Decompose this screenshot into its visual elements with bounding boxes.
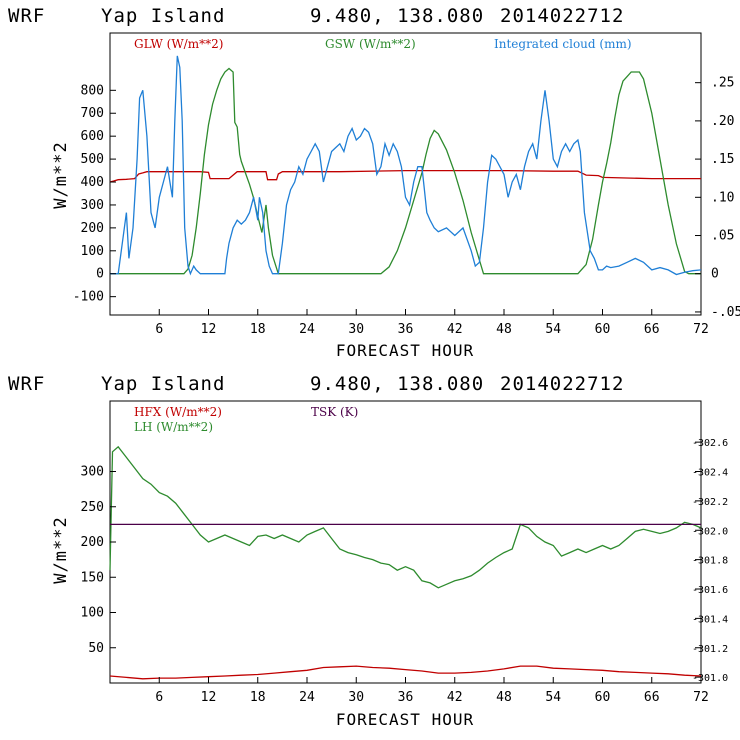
p1-model: WRF bbox=[8, 5, 45, 27]
p1-init-time: 2014022712 bbox=[500, 5, 624, 27]
p1-x-tick-label: 6 bbox=[155, 322, 163, 337]
p2-right-y-tick-label: -302.2 bbox=[692, 497, 728, 508]
p2-y-tick-label: 50 bbox=[88, 641, 104, 656]
p2-x-tick-label: 42 bbox=[447, 690, 463, 705]
p2-location: Yap Island bbox=[101, 373, 225, 395]
p1-series-group bbox=[109, 55, 702, 276]
p2-ticks-group: 6 12 18 24 30 36 42 48 54 60 66 72 50 100 150 200 250 300… bbox=[81, 438, 729, 705]
p2-series-hfx-line bbox=[109, 665, 702, 680]
p1-right-y-tick-label: .10 bbox=[711, 190, 734, 205]
p2-legend-tsk: TSK (K) bbox=[311, 405, 358, 419]
p2-right-y-tick-label: -301.8 bbox=[692, 556, 728, 567]
p2-right-y-tick-label: -302.0 bbox=[692, 526, 728, 537]
p1-right-y-tick-label: .15 bbox=[711, 152, 734, 167]
p2-y-tick-label: 300 bbox=[81, 465, 104, 480]
p1-x-tick-label: 66 bbox=[644, 322, 660, 337]
p2-right-y-tick-label: -302.4 bbox=[692, 468, 728, 479]
p1-y-tick-label: 700 bbox=[81, 106, 104, 121]
p1-right-y-tick-label: .25 bbox=[711, 76, 734, 91]
p2-x-tick-label: 12 bbox=[201, 690, 217, 705]
p1-series-gsw-line bbox=[110, 67, 701, 275]
p1-x-tick-label: 30 bbox=[348, 322, 364, 337]
p1-series-glw-line bbox=[109, 169, 701, 183]
p1-x-tick-label: 48 bbox=[496, 322, 512, 337]
p2-right-y-tick-label: -301.6 bbox=[692, 585, 728, 596]
p2-x-tick-label: 72 bbox=[693, 690, 709, 705]
p1-location: Yap Island bbox=[101, 5, 225, 27]
p2-plot-frame bbox=[109, 400, 702, 684]
p2-x-tick-label: 54 bbox=[545, 690, 561, 705]
p1-x-tick-label: 72 bbox=[693, 322, 709, 337]
p1-y-tick-label: 300 bbox=[81, 198, 104, 213]
p1-x-tick-label: 18 bbox=[250, 322, 266, 337]
p2-right-y-tick-label: -301.0 bbox=[692, 673, 728, 684]
p1-y-tick-label: 400 bbox=[81, 175, 104, 190]
p1-x-tick-label: 24 bbox=[299, 322, 315, 337]
p1-y-tick-label: 200 bbox=[81, 221, 104, 236]
p1-right-y-tick-label: .05 bbox=[711, 229, 734, 244]
p2-x-tick-label: 30 bbox=[348, 690, 364, 705]
p1-y-tick-label: 800 bbox=[81, 83, 104, 98]
p2-right-y-tick-label: -301.2 bbox=[692, 644, 728, 655]
p1-x-tick-label: 42 bbox=[447, 322, 463, 337]
p1-legend-gsw: GSW (W/m**2) bbox=[325, 37, 416, 51]
p2-x-tick-label: 48 bbox=[496, 690, 512, 705]
p1-y-tick-label: 600 bbox=[81, 129, 104, 144]
p2-series-lh-line bbox=[109, 445, 702, 589]
p1-x-tick-label: 60 bbox=[595, 322, 611, 337]
p2-x-tick-label: 66 bbox=[644, 690, 660, 705]
p1-ticks-group: 6 12 18 24 30 36 42 48 54 60 66 72 -100 0 100 200 300 400… bbox=[73, 76, 740, 337]
p2-y-tick-label: 150 bbox=[81, 570, 104, 585]
p2-x-tick-label: 6 bbox=[155, 690, 163, 705]
p1-series-cloud-line bbox=[110, 55, 702, 276]
p1-x-axis-label: FORECAST HOUR bbox=[336, 341, 474, 360]
p2-init-time: 2014022712 bbox=[500, 373, 624, 395]
p2-legend-lh: LH (W/m**2) bbox=[134, 420, 213, 434]
p2-legend-hfx: HFX (W/m**2) bbox=[134, 405, 222, 419]
p2-right-y-tick-label: -302.6 bbox=[692, 438, 728, 449]
p2-x-tick-label: 18 bbox=[250, 690, 266, 705]
p1-y-axis-label: W/m**2 bbox=[51, 141, 71, 208]
p2-y-tick-label: 250 bbox=[81, 500, 104, 515]
p1-legend-cloud: Integrated cloud (mm) bbox=[494, 37, 632, 51]
p2-coords: 9.480, 138.080 bbox=[310, 373, 484, 395]
p1-y-tick-label: 0 bbox=[96, 267, 104, 282]
p2-x-tick-label: 24 bbox=[299, 690, 315, 705]
p2-y-axis-label: W/m**2 bbox=[51, 516, 71, 583]
p1-right-y-tick-label: 0 bbox=[711, 267, 719, 282]
p2-series-group bbox=[109, 445, 702, 680]
p1-y-tick-label: 500 bbox=[81, 152, 104, 167]
p1-right-y-tick-label: -.05 bbox=[711, 305, 740, 320]
p2-right-y-tick-label: -301.4 bbox=[692, 614, 728, 625]
p2-x-tick-label: 60 bbox=[595, 690, 611, 705]
p2-model: WRF bbox=[8, 373, 45, 395]
p1-x-tick-label: 54 bbox=[545, 322, 561, 337]
p1-y-tick-label: 100 bbox=[81, 244, 104, 259]
p1-x-tick-label: 12 bbox=[201, 322, 217, 337]
p1-x-tick-label: 36 bbox=[398, 322, 414, 337]
p2-y-tick-label: 100 bbox=[81, 606, 104, 621]
p2-x-axis-label: FORECAST HOUR bbox=[336, 710, 474, 729]
p2-x-tick-label: 36 bbox=[398, 690, 414, 705]
p1-legend-glw: GLW (W/m**2) bbox=[134, 37, 223, 51]
p1-coords: 9.480, 138.080 bbox=[310, 5, 484, 27]
p2-y-tick-label: 200 bbox=[81, 535, 104, 550]
p1-y-tick-label: -100 bbox=[73, 290, 104, 305]
p1-right-y-tick-label: .20 bbox=[711, 114, 734, 129]
